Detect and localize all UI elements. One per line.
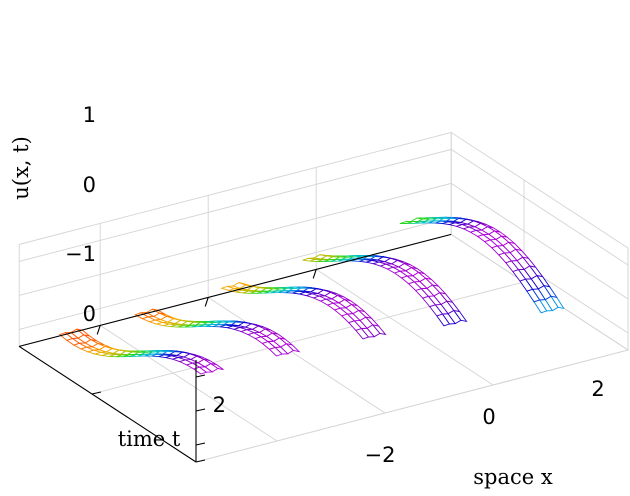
y-axis-label: time t — [118, 427, 181, 451]
x-tick-mark — [312, 269, 317, 279]
z-axis-label: u(x, t) — [9, 136, 33, 200]
y-tick-mark — [91, 391, 102, 395]
y-tick-label: 2 — [213, 393, 226, 417]
x-axis-label: space x — [473, 465, 553, 489]
x-tick-label: 0 — [482, 405, 495, 429]
z-tick-label: 1 — [83, 103, 96, 127]
y-tick-mark — [195, 459, 206, 463]
x-tick-label: −2 — [365, 443, 396, 467]
x-gridline — [207, 195, 386, 414]
z-tick-mark — [195, 374, 206, 378]
x-tick-mark — [96, 325, 101, 335]
z-gridline — [19, 148, 629, 266]
surface-cell — [238, 282, 252, 287]
surface-ribbon — [302, 254, 468, 327]
y-axis-line — [18, 345, 197, 463]
z-tick-label: −1 — [65, 242, 96, 266]
surface-cell — [416, 217, 430, 220]
z-tick-mark — [195, 408, 206, 412]
z-tick-mark — [195, 442, 206, 446]
z-gridline — [19, 182, 629, 300]
x-axis-line — [19, 233, 452, 347]
surface-ribbon — [399, 216, 565, 314]
x-tick-mark — [204, 297, 209, 307]
surface-ribbon — [58, 328, 224, 375]
y-gridline — [195, 248, 629, 463]
surface-ribbons — [58, 216, 565, 375]
surface-ribbon — [134, 308, 301, 357]
x-tick-label: 2 — [591, 377, 604, 401]
y-tick-label: 0 — [83, 302, 96, 326]
z-tick-label: 0 — [83, 173, 96, 197]
surface-cell — [319, 254, 333, 258]
axes — [18, 233, 452, 463]
